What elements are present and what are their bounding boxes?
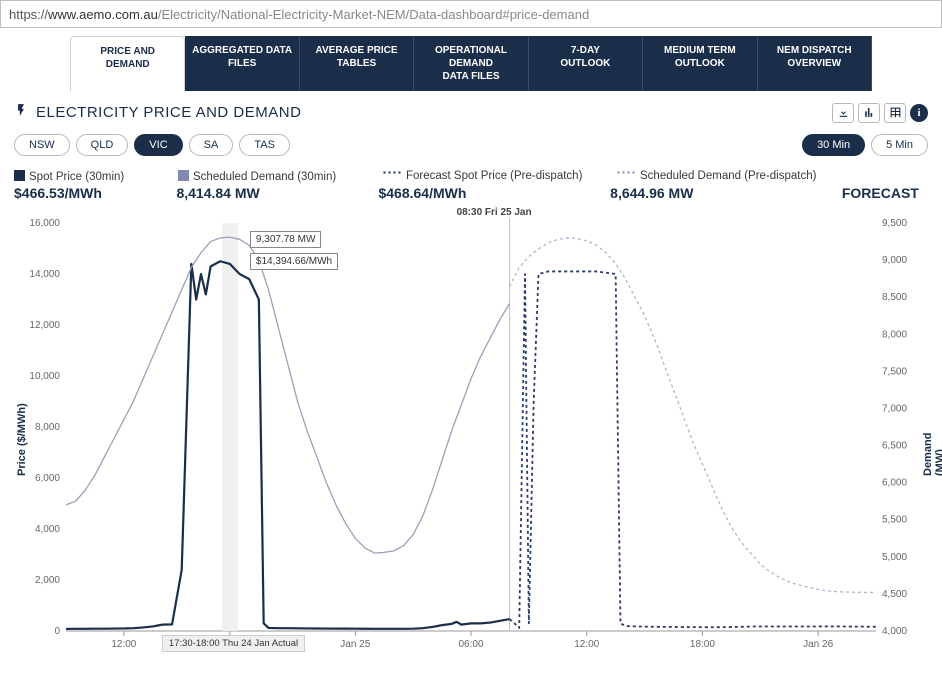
svg-text:0: 0 (54, 626, 60, 637)
svg-text:5,500: 5,500 (882, 515, 907, 526)
legend-spot-price: Spot Price (30min) (14, 170, 154, 183)
svg-text:6,000: 6,000 (35, 473, 60, 484)
sched-demand-value: 8,414.84 MW (176, 185, 354, 201)
forecast-label: FORECAST (842, 185, 928, 201)
region-pill-nsw[interactable]: NSW (14, 134, 70, 156)
nav-tab-4[interactable]: 7-DAYOUTLOOK (529, 36, 643, 91)
chart-svg: 0 2,000 4,000 6,000 8,000 10,000 12,000 14,000 1… (8, 205, 934, 673)
url-bar[interactable]: https://www.aemo.com.au/Electricity/Nati… (0, 0, 942, 28)
svg-text:4,000: 4,000 (882, 626, 907, 637)
svg-text:4,500: 4,500 (882, 589, 907, 600)
spot-price-value: $466.53/MWh (14, 185, 152, 201)
title-wrap: ELECTRICITY PRICE AND DEMAND (14, 101, 301, 124)
svg-text:Jan 26: Jan 26 (803, 639, 833, 650)
region-pills: NSW QLDVIC SATAS (14, 134, 290, 156)
info-icon[interactable]: i (910, 104, 928, 122)
region-pill-tas[interactable]: TAS (239, 134, 290, 156)
svg-text:12:00: 12:00 (111, 639, 136, 650)
interval-pill-1[interactable]: 5 Min (871, 134, 928, 156)
fcst-price-value: $468.64/MWh (378, 185, 586, 201)
svg-text:8,000: 8,000 (35, 422, 60, 433)
svg-text:6,000: 6,000 (882, 478, 907, 489)
table-icon[interactable] (884, 103, 906, 123)
page-title: ELECTRICITY PRICE AND DEMAND (36, 104, 301, 121)
svg-text:16,000: 16,000 (29, 218, 60, 229)
svg-text:6,500: 6,500 (882, 441, 907, 452)
y-axis-left-title: Price ($/MWh) (16, 403, 28, 476)
svg-text:06:00: 06:00 (458, 639, 483, 650)
nav-tab-6[interactable]: NEM DISPATCHOVERVIEW (758, 36, 872, 91)
legend-row: Spot Price (30min) Scheduled Demand (30m… (0, 164, 942, 185)
svg-text:4,000: 4,000 (35, 524, 60, 535)
region-pill-sa[interactable]: SA (189, 134, 234, 156)
nav-tab-0[interactable]: PRICE ANDDEMAND (70, 36, 185, 91)
svg-text:Jan 25: Jan 25 (340, 639, 370, 650)
svg-text:7,500: 7,500 (882, 366, 907, 377)
header-row: ELECTRICITY PRICE AND DEMAND i (0, 91, 942, 130)
svg-text:9,500: 9,500 (882, 218, 907, 229)
nav-tabs: PRICE ANDDEMANDAGGREGATED DATAFILESAVERA… (0, 36, 942, 91)
svg-text:8,000: 8,000 (882, 329, 907, 340)
svg-text:5,000: 5,000 (882, 552, 907, 563)
tooltip-price: $14,394.66/MWh (250, 253, 338, 270)
svg-text:12,000: 12,000 (29, 320, 60, 331)
legend-sched-demand: Scheduled Demand (30min) (178, 170, 358, 183)
interval-pill-0[interactable]: 30 Min (802, 134, 865, 156)
region-pill-qld[interactable]: QLD (76, 134, 129, 156)
legend-fcst-price: Forecast Spot Price (Pre-dispatch) (382, 170, 592, 183)
svg-text:8,500: 8,500 (882, 292, 907, 303)
fcst-demand-value: 8,644.96 MW (610, 185, 818, 201)
toolbar-icons: i (832, 103, 928, 123)
nav-tab-2[interactable]: AVERAGE PRICETABLES (300, 36, 414, 91)
chart-area[interactable]: 08:30 Fri 25 Jan 0 2,000 4,000 6,000 8,000 10… (0, 205, 942, 673)
legend-values: $466.53/MWh 8,414.84 MW $468.64/MWh 8,64… (0, 185, 942, 205)
legend-fcst-demand: Scheduled Demand (Pre-dispatch) (616, 170, 826, 183)
nav-tab-1[interactable]: AGGREGATED DATAFILES (185, 36, 299, 91)
chart-icon[interactable] (858, 103, 880, 123)
nav-tab-5[interactable]: MEDIUM TERMOUTLOOK (643, 36, 757, 91)
url-scheme: https:// (9, 7, 48, 22)
svg-text:10,000: 10,000 (29, 371, 60, 382)
svg-text:14,000: 14,000 (29, 269, 60, 280)
svg-text:12:00: 12:00 (574, 639, 599, 650)
bolt-icon (14, 101, 28, 124)
url-host: www.aemo.com.au (48, 7, 158, 22)
svg-text:9,000: 9,000 (882, 255, 907, 266)
svg-text:2,000: 2,000 (35, 575, 60, 586)
tooltip-demand: 9,307.78 MW (250, 231, 321, 248)
region-pill-vic[interactable]: VIC (134, 134, 182, 156)
controls-row: NSW QLDVIC SATAS 30 Min 5 Min (0, 130, 942, 164)
current-time-label: 08:30 Fri 25 Jan (457, 207, 532, 218)
interval-pills: 30 Min 5 Min (802, 134, 928, 156)
url-path: /Electricity/National-Electricity-Market… (158, 7, 589, 22)
svg-text:7,000: 7,000 (882, 403, 907, 414)
y-axis-right-title: Demand (MW) (922, 433, 942, 476)
hovered-time-annotation: 17:30-18:00 Thu 24 Jan Actual (162, 635, 305, 652)
nav-tab-3[interactable]: OPERATIONAL DEMANDDATA FILES (414, 36, 528, 91)
svg-text:18:00: 18:00 (690, 639, 715, 650)
download-icon[interactable] (832, 103, 854, 123)
